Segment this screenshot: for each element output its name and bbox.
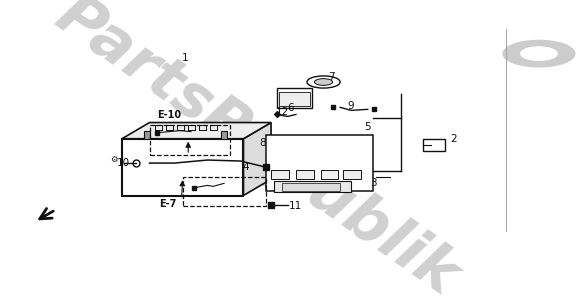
Bar <box>423 139 445 151</box>
Text: 6: 6 <box>287 103 294 113</box>
Bar <box>343 170 361 179</box>
Bar <box>321 170 339 179</box>
Text: 11: 11 <box>290 201 303 211</box>
Text: 4: 4 <box>243 162 250 172</box>
Text: 12: 12 <box>276 107 290 117</box>
Text: E-7: E-7 <box>159 199 177 209</box>
Bar <box>279 92 310 106</box>
Text: 1: 1 <box>182 53 189 63</box>
Text: E-10: E-10 <box>157 111 181 120</box>
Text: 3: 3 <box>370 178 376 188</box>
Bar <box>183 177 266 206</box>
Polygon shape <box>122 122 271 139</box>
Bar <box>282 183 340 191</box>
Text: PartsRepublik: PartsRepublik <box>45 0 470 298</box>
Text: 9: 9 <box>348 101 354 111</box>
Circle shape <box>521 47 557 60</box>
Bar <box>271 170 289 179</box>
Text: 5: 5 <box>364 122 371 132</box>
Bar <box>277 88 313 108</box>
Bar <box>274 181 351 193</box>
Text: 10: 10 <box>117 158 130 168</box>
Circle shape <box>503 41 575 67</box>
Bar <box>296 170 314 179</box>
Polygon shape <box>122 139 243 195</box>
Circle shape <box>314 79 333 85</box>
Text: 8: 8 <box>259 138 266 148</box>
Polygon shape <box>243 122 271 195</box>
Polygon shape <box>144 131 149 139</box>
Polygon shape <box>221 131 227 139</box>
Bar <box>266 135 373 191</box>
Bar <box>149 125 230 155</box>
Text: 2: 2 <box>450 134 457 144</box>
Text: ⚙: ⚙ <box>110 155 118 164</box>
Text: 7: 7 <box>328 72 335 82</box>
Circle shape <box>307 76 340 88</box>
